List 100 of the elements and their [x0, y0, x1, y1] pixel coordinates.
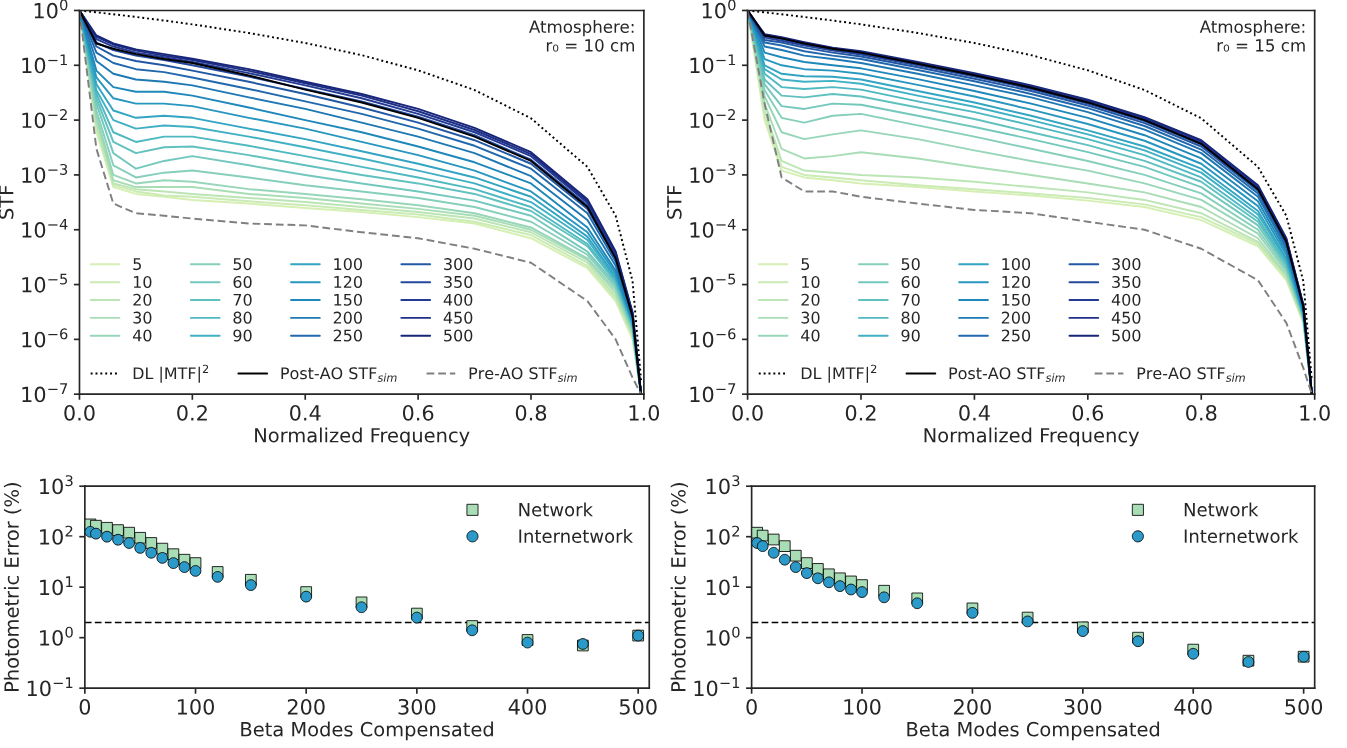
legend-label: 30	[801, 311, 820, 324]
y-tick-label: 10$^{2}$	[706, 525, 740, 545]
legend-label: 350	[1112, 275, 1141, 288]
x-tick-label: 0	[79, 698, 91, 715]
y-tick-label: 10$^{−5}$	[690, 273, 736, 293]
x-tick-label: 500	[619, 698, 657, 715]
legend-label: 500	[444, 329, 473, 342]
legend-label: 90	[901, 329, 920, 342]
y-tick-label: 10$^{2}$	[40, 525, 73, 545]
legend-label: 200	[1001, 311, 1031, 324]
x-tick-label: 0.4	[959, 404, 990, 421]
legend-label: 300	[1112, 258, 1141, 271]
legend-label: 5	[801, 258, 810, 271]
y-tick-label: 10$^{−2}$	[22, 109, 67, 129]
annotation: Atmosphere: r₀ = 15 cm	[1199, 20, 1305, 52]
x-tick-label: 0.4	[290, 404, 321, 421]
y-axis-title: Photometric Error (%)	[3, 483, 22, 692]
legend-label: 20	[801, 293, 820, 306]
y-tick-label: 10$^{−7}$	[690, 383, 736, 403]
legend-label: 200	[333, 311, 362, 324]
y-tick-label: 10$^{−5}$	[22, 273, 68, 293]
y-tick-label: 10$^{−3}$	[22, 163, 68, 183]
x-tick-label: 1.0	[629, 404, 660, 421]
y-tick-label: 10$^{−4}$	[22, 218, 68, 238]
y-tick-label: 10$^{−4}$	[690, 218, 736, 238]
legend-label: 100	[1002, 258, 1031, 271]
legend-label: 10	[802, 275, 820, 288]
x-tick-label: 500	[1285, 698, 1323, 715]
legend-label: Post-AO STF$_{sim}$	[949, 367, 1065, 382]
legend-label: DL |MTF|$^{2}$	[133, 364, 209, 383]
legend-label: 80	[901, 311, 920, 324]
x-axis-title: Beta Modes Compensated	[907, 721, 1160, 741]
x-tick-label: 0.6	[402, 404, 434, 421]
legend-label: 40	[801, 329, 820, 342]
legend-label: DL |MTF|$^{2}$	[801, 364, 877, 383]
x-tick-label: 0.8	[515, 404, 547, 421]
x-tick-label: 1.0	[1300, 404, 1330, 421]
legend-label: 300	[444, 258, 473, 271]
x-tick-label: 0.0	[732, 404, 763, 421]
y-tick-label: 10$^{0}$	[34, 0, 68, 19]
x-tick-label: 200	[954, 698, 991, 715]
legend-label: Internetwork	[519, 528, 633, 543]
legend-label: 50	[233, 258, 252, 271]
x-tick-label: 200	[287, 698, 325, 715]
legend-label: Pre-AO STF$_{sim}$	[469, 367, 577, 382]
x-axis-title: Beta Modes Compensated	[241, 721, 493, 741]
x-tick-label: 400	[508, 698, 547, 715]
x-tick-label: 0	[746, 698, 757, 715]
y-tick-label: 10$^{1}$	[40, 576, 73, 596]
legend-label: 70	[233, 293, 252, 306]
y-tick-label: 10$^{−3}$	[690, 163, 736, 183]
y-tick-label: 10$^{−1}$	[27, 677, 73, 697]
x-tick-label: 400	[1174, 698, 1212, 715]
x-tick-label: 100	[844, 698, 881, 715]
legend-label: Pre-AO STF$_{sim}$	[1137, 367, 1245, 382]
y-tick-label: 10$^{0}$	[40, 626, 73, 646]
x-tick-label: 100	[177, 698, 215, 715]
y-tick-label: 10$^{−1}$	[690, 54, 736, 74]
legend-label: 70	[901, 293, 920, 306]
legend-label: 400	[443, 293, 473, 306]
x-tick-label: 0.2	[845, 404, 876, 421]
legend-label: 20	[133, 293, 152, 306]
legend-label: 60	[901, 275, 920, 288]
legend-label: Internetwork	[1184, 528, 1299, 543]
legend-label: 250	[1001, 329, 1031, 342]
annotation: Atmosphere: r₀ = 10 cm	[529, 20, 634, 52]
legend-label: 120	[1002, 275, 1031, 288]
legend-label: 250	[333, 329, 362, 342]
y-tick-label: 10$^{−2}$	[690, 109, 735, 129]
x-tick-label: 0.8	[1186, 404, 1217, 421]
legend-label: 400	[1111, 293, 1141, 306]
x-tick-label: 0.0	[64, 404, 95, 421]
y-tick-label: 10$^{0}$	[706, 626, 740, 646]
y-axis-title: STF	[666, 185, 682, 219]
y-tick-label: 10$^{1}$	[706, 576, 740, 596]
x-tick-label: 0.6	[1072, 404, 1104, 421]
legend-label: 450	[1111, 311, 1141, 324]
y-tick-label: 10$^{−6}$	[22, 328, 68, 348]
legend-label: 30	[133, 311, 152, 324]
x-tick-label: 300	[1064, 698, 1102, 715]
legend-label: Post-AO STF$_{sim}$	[281, 367, 397, 382]
legend-label: 150	[334, 293, 362, 306]
y-tick-label: 10$^{−1}$	[22, 54, 67, 74]
legend-label: Network	[1184, 502, 1259, 517]
legend-label: 60	[233, 275, 252, 288]
y-tick-label: 10$^{−1}$	[694, 677, 740, 697]
legend-label: 50	[901, 258, 920, 271]
y-tick-label: 10$^{0}$	[702, 0, 736, 19]
legend-label: 120	[334, 275, 362, 288]
legend-label: 100	[334, 258, 362, 271]
legend-label: 450	[443, 311, 473, 324]
y-tick-label: 10$^{3}$	[40, 475, 73, 495]
x-tick-label: 300	[398, 698, 436, 715]
legend-label: 500	[1112, 329, 1141, 342]
y-axis-title: Photometric Error (%)	[670, 483, 688, 692]
y-tick-label: 10$^{−7}$	[22, 383, 68, 403]
legend-label: 5	[133, 258, 141, 271]
y-tick-label: 10$^{−6}$	[690, 328, 736, 348]
x-axis-title: Normalized Frequency	[255, 427, 470, 447]
legend-label: 40	[132, 329, 152, 342]
